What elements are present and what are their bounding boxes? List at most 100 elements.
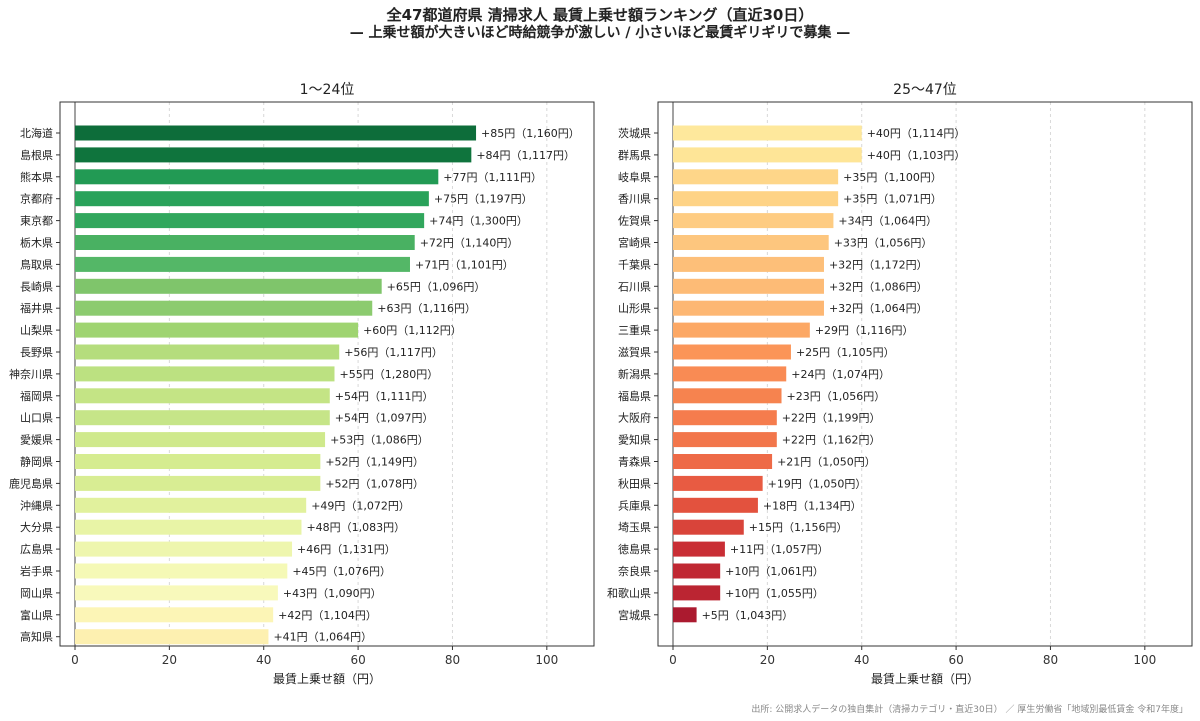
data-label: +49円（1,072円） xyxy=(311,499,410,512)
data-label: +84円（1,117円） xyxy=(476,149,575,162)
data-label: +5円（1,043円） xyxy=(702,609,794,622)
bar xyxy=(75,585,278,601)
bar xyxy=(673,563,721,579)
data-label: +85円（1,160円） xyxy=(481,127,580,140)
bar xyxy=(673,147,862,163)
category-label: 山形県 xyxy=(618,302,651,315)
bar xyxy=(673,169,839,185)
category-label: 沖縄県 xyxy=(20,498,53,512)
category-label: 東京都 xyxy=(20,214,53,228)
x-tick-label: 20 xyxy=(760,653,775,667)
data-label: +11円（1,057円） xyxy=(730,543,829,556)
category-label: 和歌山県 xyxy=(607,586,651,600)
bar xyxy=(75,410,330,426)
x-tick-label: 100 xyxy=(1133,653,1156,667)
data-label: +54円（1,097円） xyxy=(335,412,434,425)
chart-panel-1: 1〜24位 0 20 40 60 80 100 北海道 +85円（1,160円） 島根県 +84円（… xyxy=(9,82,595,686)
category-label: 滋賀県 xyxy=(618,346,651,359)
data-label: +55円（1,280円） xyxy=(340,368,439,381)
category-label: 岡山県 xyxy=(20,587,53,600)
data-label: +41円（1,064円） xyxy=(273,631,372,644)
category-label: 鹿児島県 xyxy=(9,476,53,490)
category-label: 兵庫県 xyxy=(618,498,651,512)
bar xyxy=(75,169,439,185)
data-label: +35円（1,100円） xyxy=(843,171,942,184)
bar xyxy=(673,300,824,316)
bar xyxy=(75,388,330,404)
category-label: 京都府 xyxy=(20,192,53,206)
plot-frame xyxy=(59,101,595,647)
category-label: 宮崎県 xyxy=(618,236,651,250)
category-label: 佐賀県 xyxy=(618,214,651,228)
bar xyxy=(75,213,425,229)
category-label: 千葉県 xyxy=(618,257,651,271)
category-label: 大分県 xyxy=(20,520,53,534)
category-label: 大阪府 xyxy=(618,411,651,425)
x-tick-label: 20 xyxy=(162,653,177,667)
bar xyxy=(75,125,477,141)
bar xyxy=(673,585,721,601)
category-label: 山梨県 xyxy=(20,323,53,337)
category-label: 愛知県 xyxy=(618,433,651,447)
bar xyxy=(673,322,810,338)
category-label: 広島県 xyxy=(20,542,53,556)
category-label: 栃木県 xyxy=(20,236,53,250)
x-tick-label: 0 xyxy=(669,653,677,667)
bar xyxy=(75,629,269,645)
data-label: +54円（1,111円） xyxy=(335,390,434,403)
data-label: +18円（1,134円） xyxy=(763,499,862,512)
x-tick-label: 80 xyxy=(1043,653,1058,667)
data-label: +63円（1,116円） xyxy=(377,302,476,315)
data-label: +10円（1,061円） xyxy=(725,565,824,578)
data-label: +71円（1,101円） xyxy=(415,258,514,271)
bar xyxy=(75,563,288,579)
bar xyxy=(75,454,321,469)
data-label: +22円（1,162円） xyxy=(782,434,881,447)
bar xyxy=(673,454,773,469)
bar xyxy=(75,191,429,207)
x-axis-label: 最賃上乗せ額（円） xyxy=(273,671,381,686)
x-tick-label: 100 xyxy=(535,653,558,667)
source-note: 出所: 公開求人データの独自集計（清掃カテゴリ・直近30日） ／ 厚生労働省「地… xyxy=(751,705,1188,715)
data-label: +48円（1,083円） xyxy=(306,521,405,534)
data-label: +32円（1,064円） xyxy=(829,302,928,315)
category-label: 茨城県 xyxy=(618,126,651,140)
category-label: 長野県 xyxy=(20,346,53,359)
data-label: +21円（1,050円） xyxy=(777,456,876,469)
bar xyxy=(673,344,791,360)
category-label: 島根県 xyxy=(20,148,53,162)
data-label: +65円（1,096円） xyxy=(387,280,486,293)
data-label: +40円（1,103円） xyxy=(867,149,966,162)
bar xyxy=(75,519,302,535)
data-label: +15円（1,156円） xyxy=(749,521,848,534)
data-label: +46円（1,131円） xyxy=(297,543,396,556)
category-label: 高知県 xyxy=(20,630,53,644)
category-label: 長崎県 xyxy=(20,279,53,293)
data-label: +33円（1,056円） xyxy=(834,237,933,250)
category-label: 埼玉県 xyxy=(618,520,651,534)
category-label: 宮城県 xyxy=(618,608,651,622)
data-label: +40円（1,114円） xyxy=(867,127,966,140)
x-tick-label: 40 xyxy=(256,653,271,667)
category-label: 熊本県 xyxy=(20,170,53,184)
data-label: +35円（1,071円） xyxy=(843,193,942,206)
bar xyxy=(75,300,373,316)
bar xyxy=(75,322,359,338)
data-label: +42円（1,104円） xyxy=(278,609,377,622)
bar xyxy=(673,475,763,491)
category-label: 奈良県 xyxy=(618,564,651,578)
bar xyxy=(75,432,326,448)
panel-title: 1〜24位 xyxy=(300,82,355,98)
x-tick-label: 60 xyxy=(948,653,963,667)
x-axis-label: 最賃上乗せ額（円） xyxy=(871,671,979,686)
bar xyxy=(75,475,321,491)
bar xyxy=(673,366,787,382)
bar xyxy=(673,432,777,448)
bar xyxy=(673,519,744,535)
bar xyxy=(673,125,862,141)
category-label: 岩手県 xyxy=(20,564,53,578)
plot-frame xyxy=(657,101,1193,647)
bar xyxy=(75,607,274,623)
x-tick-label: 0 xyxy=(71,653,79,667)
category-label: 青森県 xyxy=(618,455,651,469)
